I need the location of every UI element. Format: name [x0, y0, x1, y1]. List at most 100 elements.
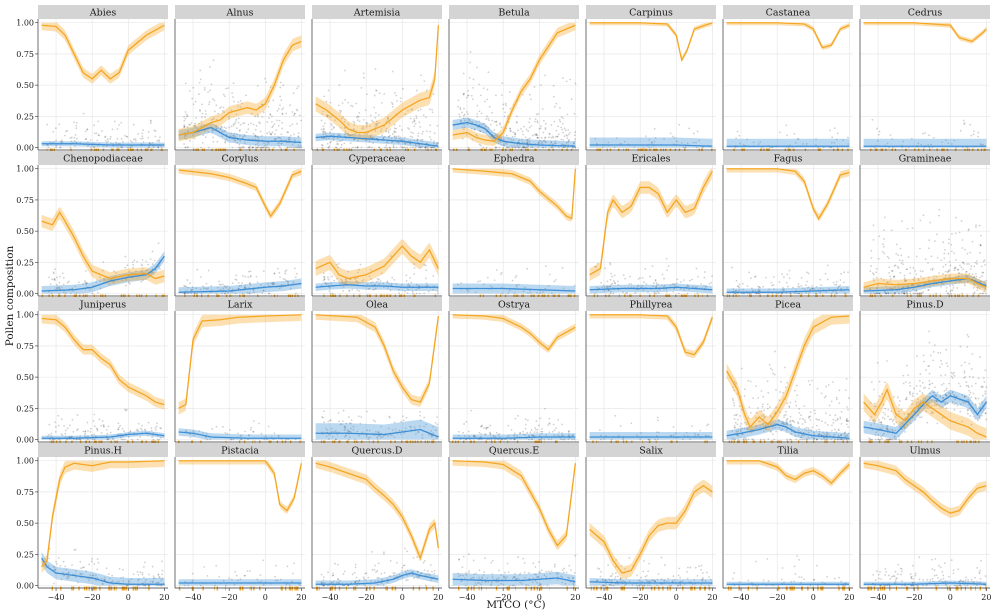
- data-point: [410, 108, 413, 111]
- data-point: [833, 127, 836, 130]
- data-point: [112, 281, 115, 284]
- data-point: [85, 282, 87, 285]
- data-point: [287, 146, 289, 149]
- data-point: [544, 140, 547, 143]
- plot-area: [175, 19, 305, 150]
- data-point: [247, 270, 250, 273]
- data-point: [279, 95, 282, 98]
- data-point: [938, 214, 940, 217]
- data-point: [899, 271, 902, 274]
- data-point: [226, 285, 229, 288]
- data-point: [975, 224, 977, 227]
- data-point: [815, 424, 818, 427]
- data-point: [517, 129, 519, 132]
- data-point: [503, 115, 506, 118]
- data-point: [544, 265, 547, 268]
- data-point: [552, 136, 555, 139]
- data-point: [392, 146, 395, 148]
- data-point: [108, 283, 110, 286]
- data-point: [124, 279, 127, 282]
- data-point: [416, 138, 419, 141]
- data-point: [184, 146, 187, 149]
- facet-strip: [175, 5, 305, 19]
- data-point: [327, 420, 330, 423]
- data-point: [418, 292, 421, 295]
- data-point: [964, 284, 966, 287]
- data-point: [550, 140, 553, 143]
- data-point: [478, 120, 481, 123]
- data-point: [900, 292, 903, 295]
- data-point: [198, 122, 201, 125]
- y-tick-label: 0.00: [16, 144, 34, 153]
- data-point: [237, 105, 239, 108]
- data-point: [495, 94, 497, 97]
- data-point: [343, 133, 346, 136]
- data-point: [351, 288, 354, 291]
- data-point: [280, 99, 283, 102]
- data-point: [276, 109, 279, 112]
- data-point: [122, 140, 124, 143]
- facet-strip: [38, 151, 168, 165]
- data-point: [232, 96, 234, 98]
- data-point: [518, 146, 521, 149]
- data-point: [483, 123, 486, 125]
- data-point: [327, 146, 330, 149]
- data-point: [535, 134, 538, 137]
- data-point: [282, 277, 285, 280]
- data-point: [502, 103, 505, 106]
- data-point: [100, 424, 103, 427]
- data-point: [299, 146, 301, 149]
- data-point: [124, 134, 126, 137]
- data-point: [91, 292, 94, 295]
- data-point: [252, 146, 254, 149]
- data-point: [834, 283, 836, 286]
- data-point: [522, 430, 524, 433]
- data-point: [128, 270, 131, 273]
- data-point: [387, 118, 389, 121]
- data-point: [534, 426, 537, 429]
- data-point: [338, 109, 341, 112]
- data-point: [551, 430, 554, 433]
- data-point: [399, 136, 402, 139]
- data-point: [459, 116, 461, 118]
- data-point: [375, 89, 377, 92]
- data-point: [522, 146, 524, 149]
- data-point: [112, 280, 115, 283]
- data-point: [220, 126, 223, 129]
- data-point: [523, 146, 526, 149]
- data-point: [199, 69, 202, 72]
- data-point: [600, 281, 603, 284]
- facet-strip-label: Picea: [775, 300, 801, 311]
- data-point: [569, 78, 572, 81]
- data-point: [321, 113, 324, 115]
- data-point: [211, 427, 214, 430]
- data-point: [356, 119, 359, 122]
- data-point: [58, 292, 61, 295]
- data-point: [370, 119, 373, 122]
- data-point: [598, 429, 601, 432]
- data-point: [544, 137, 546, 140]
- data-point: [188, 89, 191, 92]
- data-point: [140, 263, 143, 266]
- data-point: [495, 269, 498, 271]
- data-point: [347, 122, 349, 125]
- data-point: [59, 146, 62, 149]
- data-point: [261, 292, 264, 294]
- data-point: [886, 142, 889, 145]
- data-point: [290, 146, 293, 149]
- data-point: [495, 431, 498, 434]
- data-point: [478, 124, 481, 126]
- data-point: [275, 137, 278, 140]
- data-point: [431, 146, 434, 149]
- data-point: [97, 120, 100, 123]
- data-point: [421, 132, 424, 135]
- data-point: [661, 273, 664, 276]
- data-point: [75, 122, 78, 124]
- data-point: [69, 137, 72, 140]
- data-point: [769, 146, 771, 149]
- data-point: [249, 275, 252, 278]
- data-point: [279, 146, 281, 149]
- data-point: [259, 122, 261, 125]
- data-point: [784, 386, 787, 389]
- data-point: [191, 97, 194, 100]
